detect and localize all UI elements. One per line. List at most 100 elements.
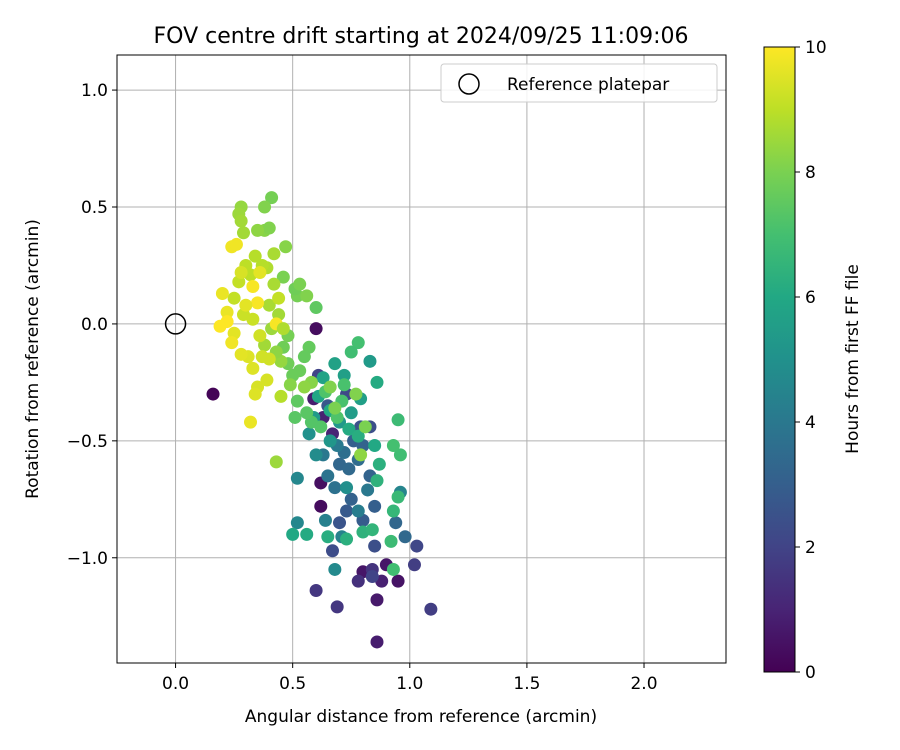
data-point <box>361 483 375 497</box>
data-point <box>265 191 279 205</box>
data-point <box>337 378 351 392</box>
data-point <box>215 287 229 301</box>
data-point <box>340 532 354 546</box>
data-point <box>342 422 356 436</box>
y-tick-label: 0.0 <box>81 315 108 335</box>
x-tick-label: 1.5 <box>513 674 540 694</box>
y-tick-label: −0.5 <box>67 432 108 452</box>
data-point <box>323 380 337 394</box>
data-point <box>370 593 384 607</box>
legend-label: Reference platepar <box>507 75 669 95</box>
colorbar-tick-label: 2 <box>805 538 816 558</box>
data-point <box>290 394 304 408</box>
data-point <box>309 301 323 315</box>
colorbar-tick-label: 0 <box>805 663 816 683</box>
data-point <box>262 352 276 366</box>
data-point <box>248 387 262 401</box>
data-point <box>337 368 351 382</box>
data-point <box>368 499 382 513</box>
data-point <box>344 406 358 420</box>
data-point <box>424 602 438 616</box>
data-point <box>267 277 281 291</box>
y-tick-label: −1.0 <box>67 549 108 569</box>
data-point <box>321 530 335 544</box>
data-point <box>386 504 400 518</box>
data-point <box>314 499 328 513</box>
data-point <box>328 357 342 371</box>
data-point <box>229 237 243 251</box>
colorbar-gradient <box>763 46 796 673</box>
data-point <box>206 387 220 401</box>
data-point <box>330 600 344 614</box>
data-point <box>316 371 330 385</box>
y-axis-ticks: −1.0 −0.5 0.0 0.5 1.0 <box>67 81 117 569</box>
y-tick-label: 1.0 <box>81 81 108 101</box>
data-point <box>391 413 405 427</box>
data-point <box>407 558 421 572</box>
colorbar-label: Hours from first FF file <box>843 264 863 454</box>
data-point <box>244 415 258 429</box>
y-tick-label: 0.5 <box>81 198 108 218</box>
data-point <box>328 401 342 415</box>
data-point <box>323 434 337 448</box>
data-point <box>234 214 248 228</box>
data-point <box>253 265 267 279</box>
data-point <box>239 298 253 312</box>
data-point <box>276 322 290 336</box>
data-point <box>234 265 248 279</box>
data-point <box>328 562 342 576</box>
data-point <box>325 544 339 558</box>
data-point <box>309 448 323 462</box>
y-axis-label: Rotation from reference (arcmin) <box>23 219 43 499</box>
data-point <box>251 223 265 237</box>
x-axis-label: Angular distance from reference (arcmin) <box>245 707 597 727</box>
data-point <box>288 410 302 424</box>
data-point <box>349 387 363 401</box>
data-point <box>309 584 323 598</box>
plot-frame <box>116 54 727 664</box>
data-point <box>251 296 265 310</box>
data-point <box>300 406 314 420</box>
data-point <box>279 240 293 254</box>
data-point <box>351 574 365 588</box>
data-point <box>391 574 405 588</box>
colorbar-tick-label: 10 <box>805 38 827 58</box>
colorbar-ticks: 0 2 4 6 8 10 <box>795 38 827 683</box>
data-point <box>300 289 314 303</box>
data-point <box>262 298 276 312</box>
data-point <box>328 481 342 495</box>
data-point <box>248 249 262 263</box>
data-point <box>220 315 234 329</box>
data-point <box>351 336 365 350</box>
data-points <box>206 191 438 649</box>
data-point <box>220 305 234 319</box>
data-point <box>300 527 314 541</box>
data-point <box>368 439 382 453</box>
data-point <box>351 504 365 518</box>
data-point <box>391 490 405 504</box>
data-point <box>398 530 412 544</box>
data-point <box>333 516 347 530</box>
data-point <box>225 336 239 350</box>
data-point <box>363 354 377 368</box>
legend-marker-icon <box>458 73 480 95</box>
x-tick-label: 1.0 <box>396 674 423 694</box>
colorbar-tick-label: 8 <box>805 163 816 183</box>
data-point <box>365 523 379 537</box>
data-point <box>286 527 300 541</box>
data-point <box>370 474 384 488</box>
data-point <box>384 534 398 548</box>
data-point <box>393 448 407 462</box>
reference-platepar-marker <box>164 313 187 335</box>
x-axis-ticks: 0.0 0.5 1.0 1.5 2.0 <box>162 663 658 694</box>
data-point <box>372 457 386 471</box>
data-point <box>340 504 354 518</box>
data-point <box>370 635 384 649</box>
colorbar-tick-label: 4 <box>805 413 816 433</box>
legend: Reference platepar <box>440 63 718 103</box>
data-point <box>272 291 286 305</box>
data-point <box>258 200 272 214</box>
x-tick-label: 0.0 <box>162 674 189 694</box>
data-point <box>260 373 274 387</box>
data-point <box>269 455 283 469</box>
